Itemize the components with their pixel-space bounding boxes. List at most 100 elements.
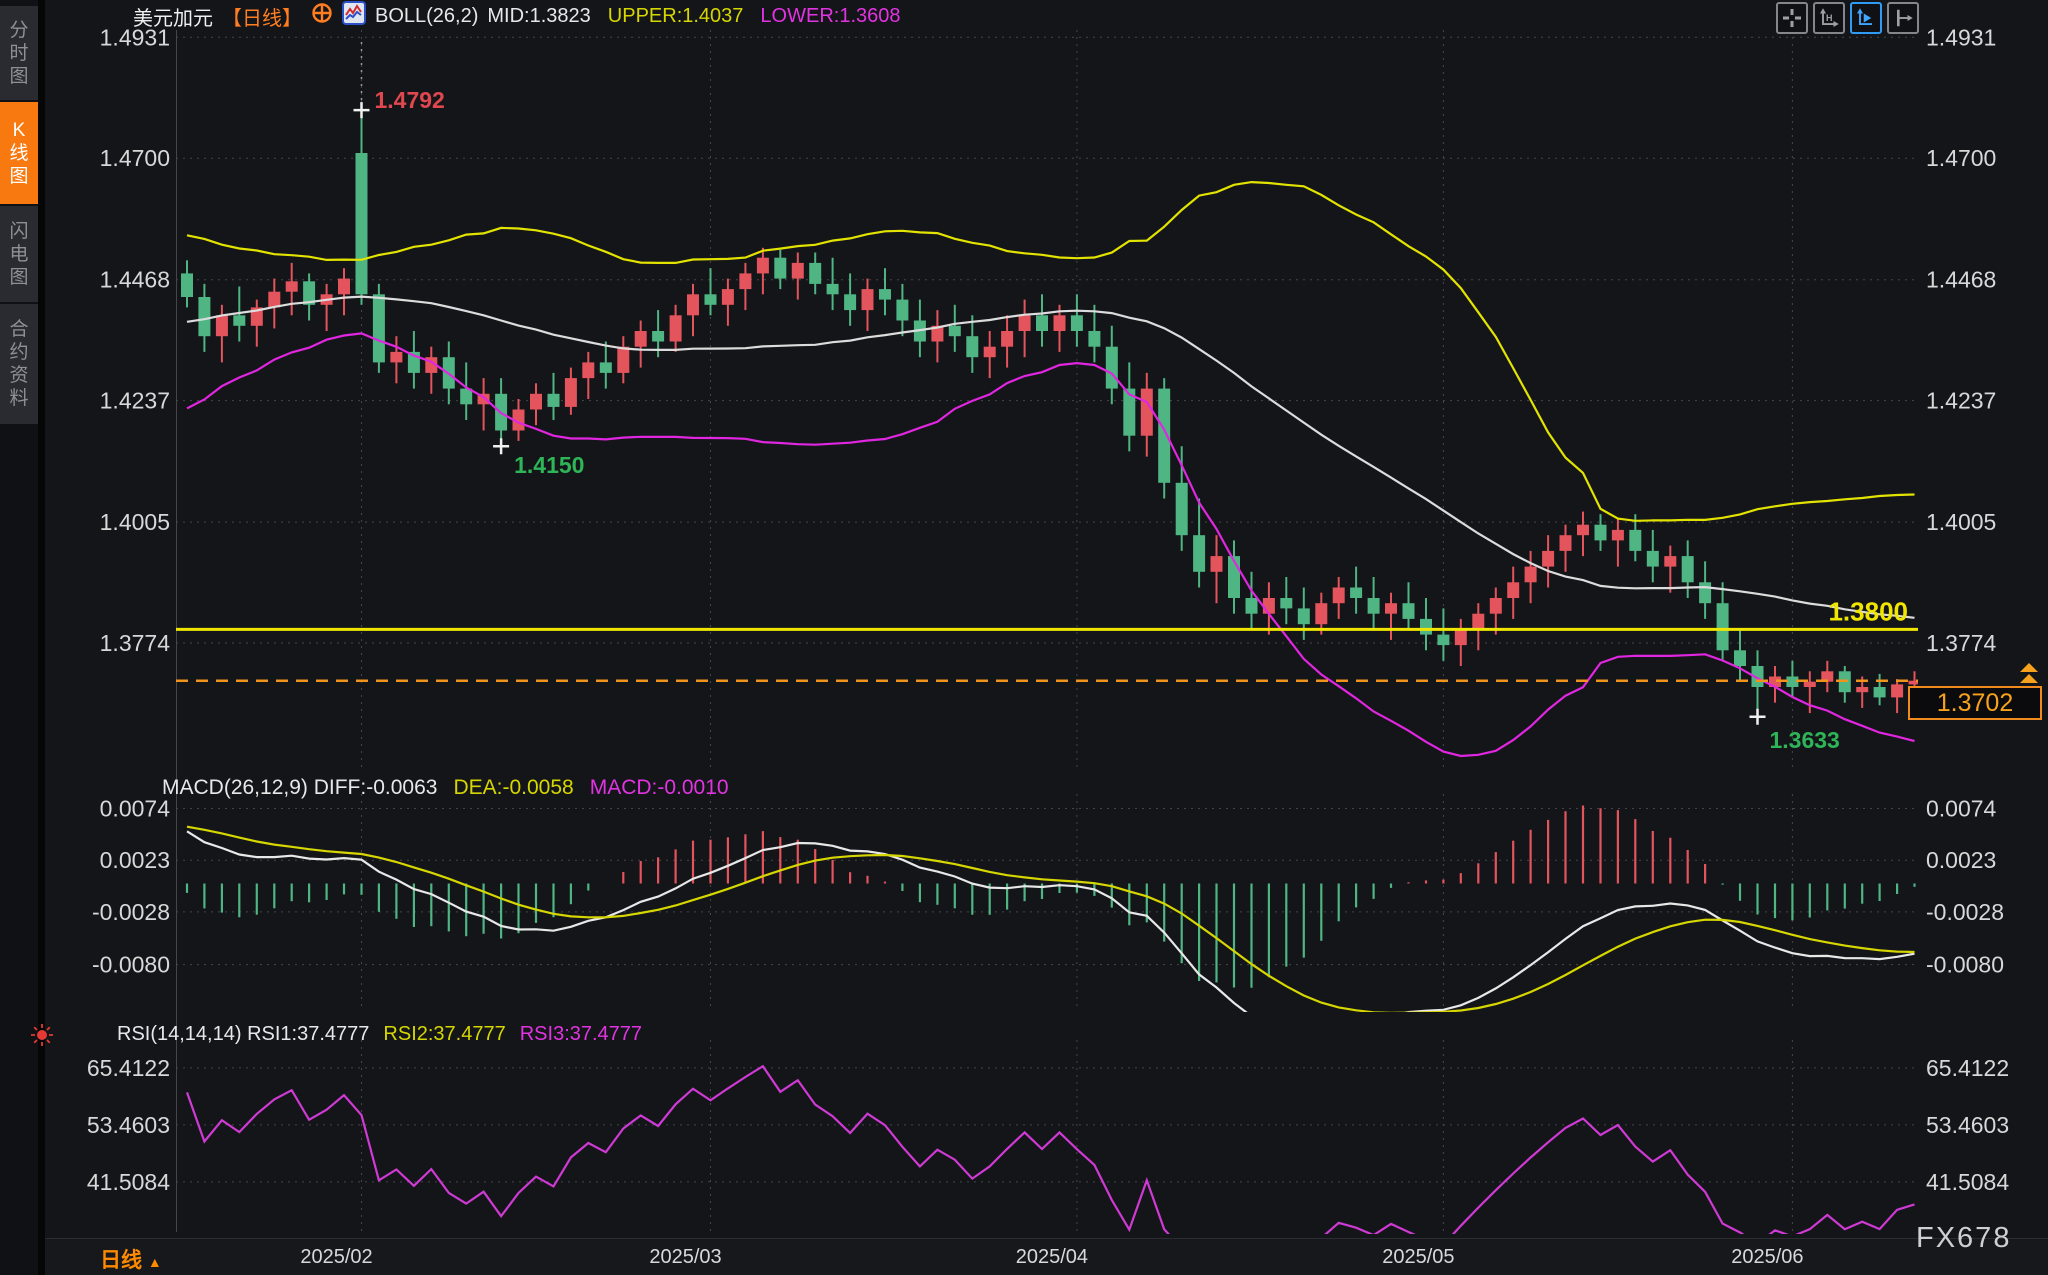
candle-body [460, 388, 473, 405]
candle-body [1891, 684, 1904, 698]
candle-body [1001, 331, 1014, 347]
live-indicator-icon [29, 1022, 55, 1053]
candle-body [530, 393, 542, 410]
candle-body [285, 281, 298, 292]
candle-body [1437, 634, 1450, 646]
candle-body [1542, 550, 1555, 567]
sidebar-gutter [38, 0, 45, 1275]
yellow-hline-label: 1.3800 [1828, 596, 1908, 626]
sidebar-tab-lightning-chart[interactable]: 闪 电 图 [0, 206, 38, 302]
pan-crosshair-button[interactable] [1776, 2, 1808, 34]
candle-body [669, 315, 682, 342]
candle-body [1088, 331, 1101, 347]
candle-body [739, 273, 752, 290]
candle-body [233, 315, 246, 326]
candle-body [1454, 629, 1467, 646]
candle-body [1018, 315, 1031, 331]
horizontal-scale-button[interactable]: H [1813, 2, 1845, 34]
sidebar-tab-contract-info[interactable]: 合 约 资 料 [0, 304, 38, 424]
boll-upper-value: UPPER:1.4037 [607, 4, 744, 27]
y-axis-label-left: 1.4931 [100, 24, 170, 50]
rsi-params-and-rsi1: RSI(14,14,14) RSI1:37.4777 [117, 1022, 370, 1045]
y-axis-label-left: 53.4603 [87, 1112, 170, 1138]
rsi2-value: RSI2:37.4777 [383, 1022, 506, 1045]
candle-body [1664, 556, 1677, 567]
last-price-tag[interactable]: 1.3702 [1908, 686, 2042, 720]
candle-body [1594, 524, 1607, 541]
candle-body [477, 393, 490, 405]
horizontal-scale-icon: H [1820, 8, 1839, 27]
candle-body [1367, 598, 1380, 614]
candle-body [634, 331, 647, 347]
y-axis-label-left: 65.4122 [87, 1055, 170, 1081]
axis-labels-layer: 1.4931 1.4931 1.4700 1.4700 1.4468 1.4468 1.42… [87, 24, 2009, 1195]
sidebar-tab-kline-chart[interactable]: K 线 图 [0, 102, 38, 204]
y-axis-label-left: 1.4700 [100, 145, 170, 171]
candle-body [1053, 315, 1066, 331]
shift-right-button[interactable] [1887, 2, 1919, 34]
sidebar-tab-label: 合 约 资 料 [9, 319, 29, 409]
candle-body [1489, 598, 1502, 614]
globe-icon[interactable] [311, 2, 333, 30]
kline-mini-icon[interactable] [342, 1, 366, 31]
sidebar-tab-label: 闪 电 图 [9, 220, 29, 288]
candle-body [861, 289, 874, 311]
macd-header: MACD(26,12,9) DIFF:-0.0063 DEA:-0.0058 M… [162, 776, 729, 800]
candle-body [1210, 556, 1223, 572]
candle-body [1158, 388, 1171, 483]
candle-body [215, 315, 228, 337]
scroll-to-latest-icon[interactable] [2016, 662, 2042, 691]
boll-mid-value: MID:1.3823 [487, 4, 591, 27]
candle-body [582, 362, 595, 379]
timeframe-selector[interactable]: 日线 ▲ [100, 1249, 162, 1272]
y-axis-label-left: -0.0028 [92, 899, 170, 925]
candle-body [1332, 587, 1345, 604]
candle-body [1507, 582, 1520, 598]
candle-body [198, 297, 211, 337]
x-axis-label: 2025/05 [1382, 1246, 1455, 1268]
sidebar-tab-time-chart[interactable]: 分 时 图 [0, 6, 38, 100]
candle-body [687, 294, 699, 316]
candle-body [1611, 529, 1624, 541]
candle-body [931, 325, 944, 342]
reference-lines-layer: 1.3800 [176, 596, 1918, 682]
candle-body [1245, 598, 1258, 614]
candle-body [1350, 587, 1363, 598]
candle-body [1472, 613, 1485, 630]
candle-body [1193, 535, 1206, 572]
candle-body [1262, 598, 1275, 614]
candle-body [1769, 676, 1781, 687]
candle-body [948, 325, 961, 337]
candle-body [1908, 680, 1918, 685]
y-axis-label-left: 1.4005 [100, 509, 170, 535]
y-axis-label-right: 53.4603 [1926, 1112, 2009, 1138]
macd-params-and-diff: MACD(26,12,9) DIFF:-0.0063 [162, 776, 438, 799]
candle-body [756, 257, 769, 274]
sidebar: 分 时 图 K 线 图 闪 电 图 合 约 资 料 [0, 0, 38, 1275]
y-axis-label-right: 1.4700 [1926, 145, 1996, 171]
candle-body [721, 289, 734, 305]
macd-dea-value: DEA:-0.0058 [453, 776, 574, 799]
auto-scroll-button[interactable] [1850, 2, 1882, 34]
candle-body [1856, 687, 1869, 693]
candle-body [1681, 556, 1694, 583]
candle-body [372, 294, 385, 363]
chart-toolbar: H [1776, 2, 1919, 34]
candle-body [617, 346, 630, 373]
annotations-layer: 1.4792 1.4150 1.3633 [353, 42, 1840, 753]
y-axis-label-right: 1.4468 [1926, 267, 1996, 293]
brand-watermark: FX678 [1916, 1222, 2012, 1254]
price-annotation: 1.3633 [1770, 727, 1840, 753]
y-axis-label-left: 1.3774 [100, 630, 171, 656]
candle-body [1716, 603, 1729, 651]
candles-layer [181, 110, 1918, 717]
candle-body [896, 299, 909, 321]
y-axis-label-right: -0.0028 [1926, 899, 2004, 925]
auto-scroll-icon [1857, 8, 1872, 25]
candle-body [704, 294, 717, 305]
candle-body [1803, 681, 1816, 687]
grid-layer [176, 30, 1918, 1232]
candle-body [355, 153, 368, 295]
candle-body [1577, 524, 1589, 536]
